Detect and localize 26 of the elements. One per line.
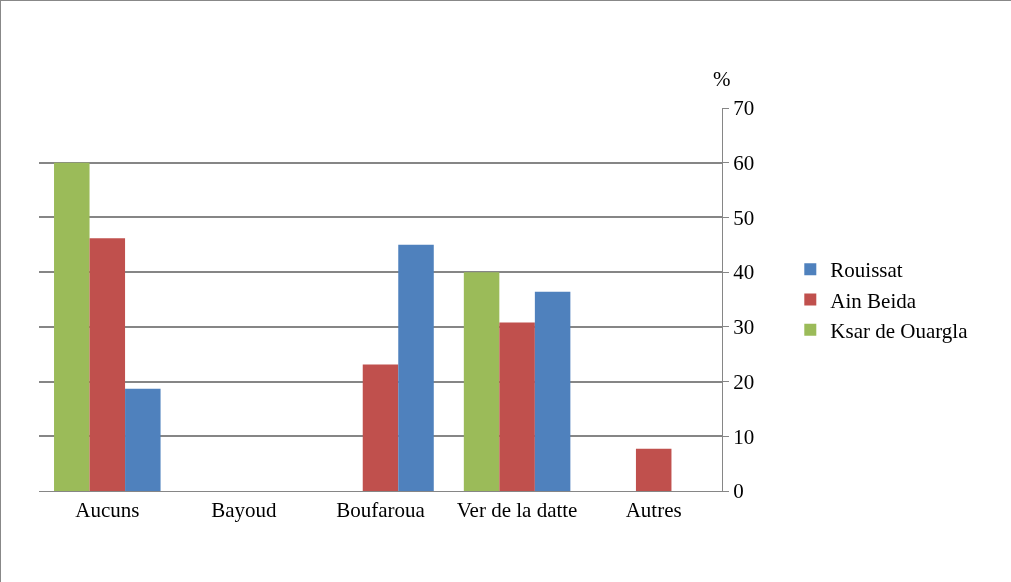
- y-tick-label: 10: [733, 424, 755, 449]
- y-tick-label: 70: [733, 96, 755, 121]
- y-tick-label: 40: [733, 260, 755, 285]
- bar: [463, 272, 500, 491]
- x-tick-label: Ver de la datte: [456, 498, 578, 523]
- bar: [635, 448, 672, 491]
- x-tick-label: Bayoud: [211, 498, 278, 523]
- y-axis-title: %: [713, 67, 731, 91]
- bar: [362, 364, 399, 491]
- legend-label: Ksar de Ouargla: [830, 318, 969, 343]
- y-tick-label: 50: [733, 205, 755, 230]
- x-tick-label: Autres: [625, 498, 682, 523]
- y-tick-label: 30: [733, 315, 755, 340]
- y-tick-label: 0: [733, 479, 744, 504]
- x-tick-label: Boufaroua: [336, 498, 426, 523]
- legend-label: Rouissat: [830, 258, 903, 283]
- x-tick-label: Aucuns: [75, 498, 140, 523]
- bar: [125, 388, 161, 491]
- y-tick-label: 60: [733, 151, 755, 176]
- legend-label: Ain Beida: [830, 288, 917, 313]
- bar: [54, 162, 90, 491]
- bar: [499, 322, 535, 491]
- bar: [398, 244, 434, 491]
- y-tick-label: 20: [733, 369, 755, 394]
- bar: [89, 238, 126, 491]
- bar: [534, 291, 571, 491]
